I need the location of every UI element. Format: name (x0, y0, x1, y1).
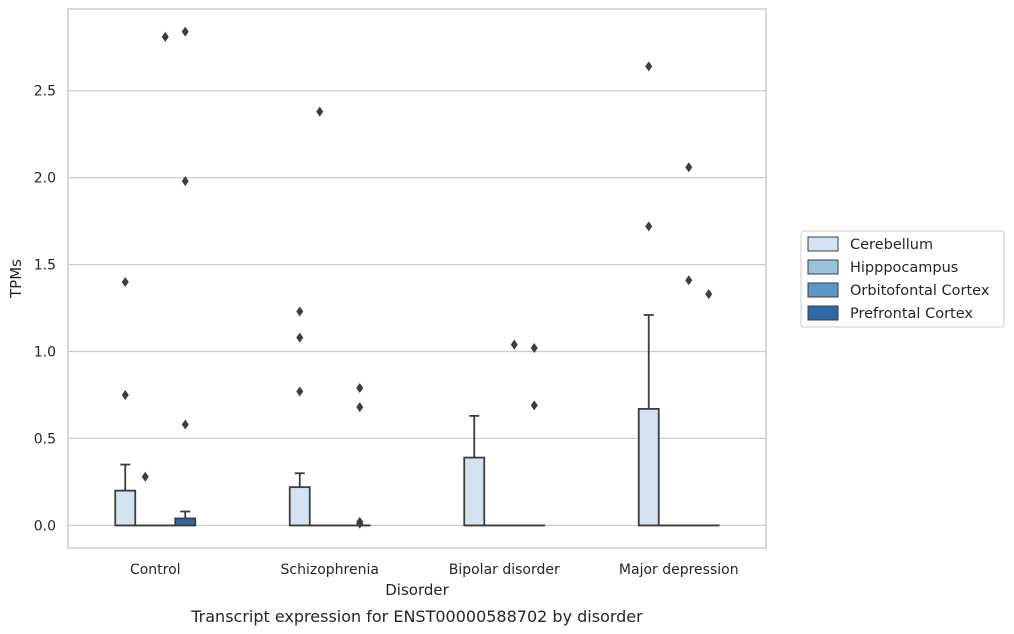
box-group (348, 383, 371, 529)
box-group (463, 414, 486, 527)
plot-area-frame (67, 8, 767, 549)
y-tick-label: 1.0 (34, 345, 56, 361)
legend-label: Prefrontal Cortex (850, 306, 973, 322)
box-group (697, 289, 720, 527)
legend-label: Hipppocampus (850, 260, 958, 276)
series-cerebellum (114, 61, 660, 527)
x-tick-label: Major depression (619, 562, 739, 578)
y-tick-label: 0.5 (34, 431, 56, 447)
box-group (114, 276, 137, 527)
outlier-point (181, 419, 189, 430)
x-tick-labels: Control Schizophrenia Bipolar disorder Majo… (130, 562, 739, 578)
x-axis-label: Disorder (385, 581, 449, 599)
outlier-point (181, 26, 189, 37)
outlier-point (356, 518, 364, 529)
box-group (677, 162, 700, 527)
outlier-point (530, 400, 538, 411)
box-group (308, 106, 331, 527)
chart-caption: Transcript expression for ENST0000058870… (190, 607, 643, 626)
outlier-point (356, 383, 364, 394)
outlier-point (161, 31, 169, 42)
outlier-point (705, 289, 713, 300)
legend-label: Cerebellum (850, 237, 933, 253)
legend-swatch (807, 259, 839, 275)
outlier-point (685, 162, 693, 173)
outlier-point (645, 221, 653, 232)
legend-frame (800, 230, 1005, 328)
y-tick-labels: 0.0 0.5 1.0 1.5 2.0 2.5 (34, 84, 56, 535)
outlier-point (121, 276, 129, 287)
outlier-point (181, 176, 189, 187)
outlier-point (645, 61, 653, 72)
outlier-point (356, 402, 364, 413)
series-prefrontal-cortex (174, 26, 720, 529)
box-group (523, 343, 546, 527)
series-orbitofontal-cortex (154, 31, 700, 527)
box-group (637, 61, 660, 527)
box-group (154, 31, 177, 527)
outlier-point (141, 471, 149, 482)
outlier-point (121, 389, 129, 400)
x-tick-label: Control (130, 562, 181, 578)
box-series (114, 26, 720, 529)
outlier-point (510, 339, 518, 350)
legend-swatch (807, 282, 839, 298)
outlier-point (296, 332, 304, 343)
y-tick-label: 0.0 (34, 518, 56, 534)
outlier-point (685, 275, 693, 286)
legend-swatch (807, 305, 839, 321)
series-hipppocampus (134, 106, 680, 527)
x-tick-label: Schizophrenia (281, 562, 379, 578)
outlier-point (316, 106, 324, 117)
legend: Cerebellum Hipppocampus Orbitofontal Corte… (800, 230, 1005, 328)
legend-swatch (807, 236, 839, 252)
box-group (503, 339, 526, 527)
outlier-point (296, 306, 304, 317)
box (114, 489, 137, 527)
grid-lines (68, 90, 766, 526)
box (288, 486, 311, 527)
box (174, 517, 197, 527)
x-tick-label: Bipolar disorder (449, 562, 560, 578)
box-group (174, 26, 197, 527)
y-axis-label: TPMs (7, 259, 25, 299)
legend-label: Orbitofontal Cortex (850, 283, 990, 299)
y-tick-label: 1.5 (34, 258, 56, 274)
y-tick-label: 2.0 (34, 171, 56, 187)
y-tick-label: 2.5 (34, 84, 56, 100)
outlier-point (530, 343, 538, 354)
box-group (288, 306, 311, 527)
outlier-point (296, 386, 304, 397)
box (463, 456, 486, 527)
box (637, 408, 660, 527)
box-group (134, 471, 157, 527)
